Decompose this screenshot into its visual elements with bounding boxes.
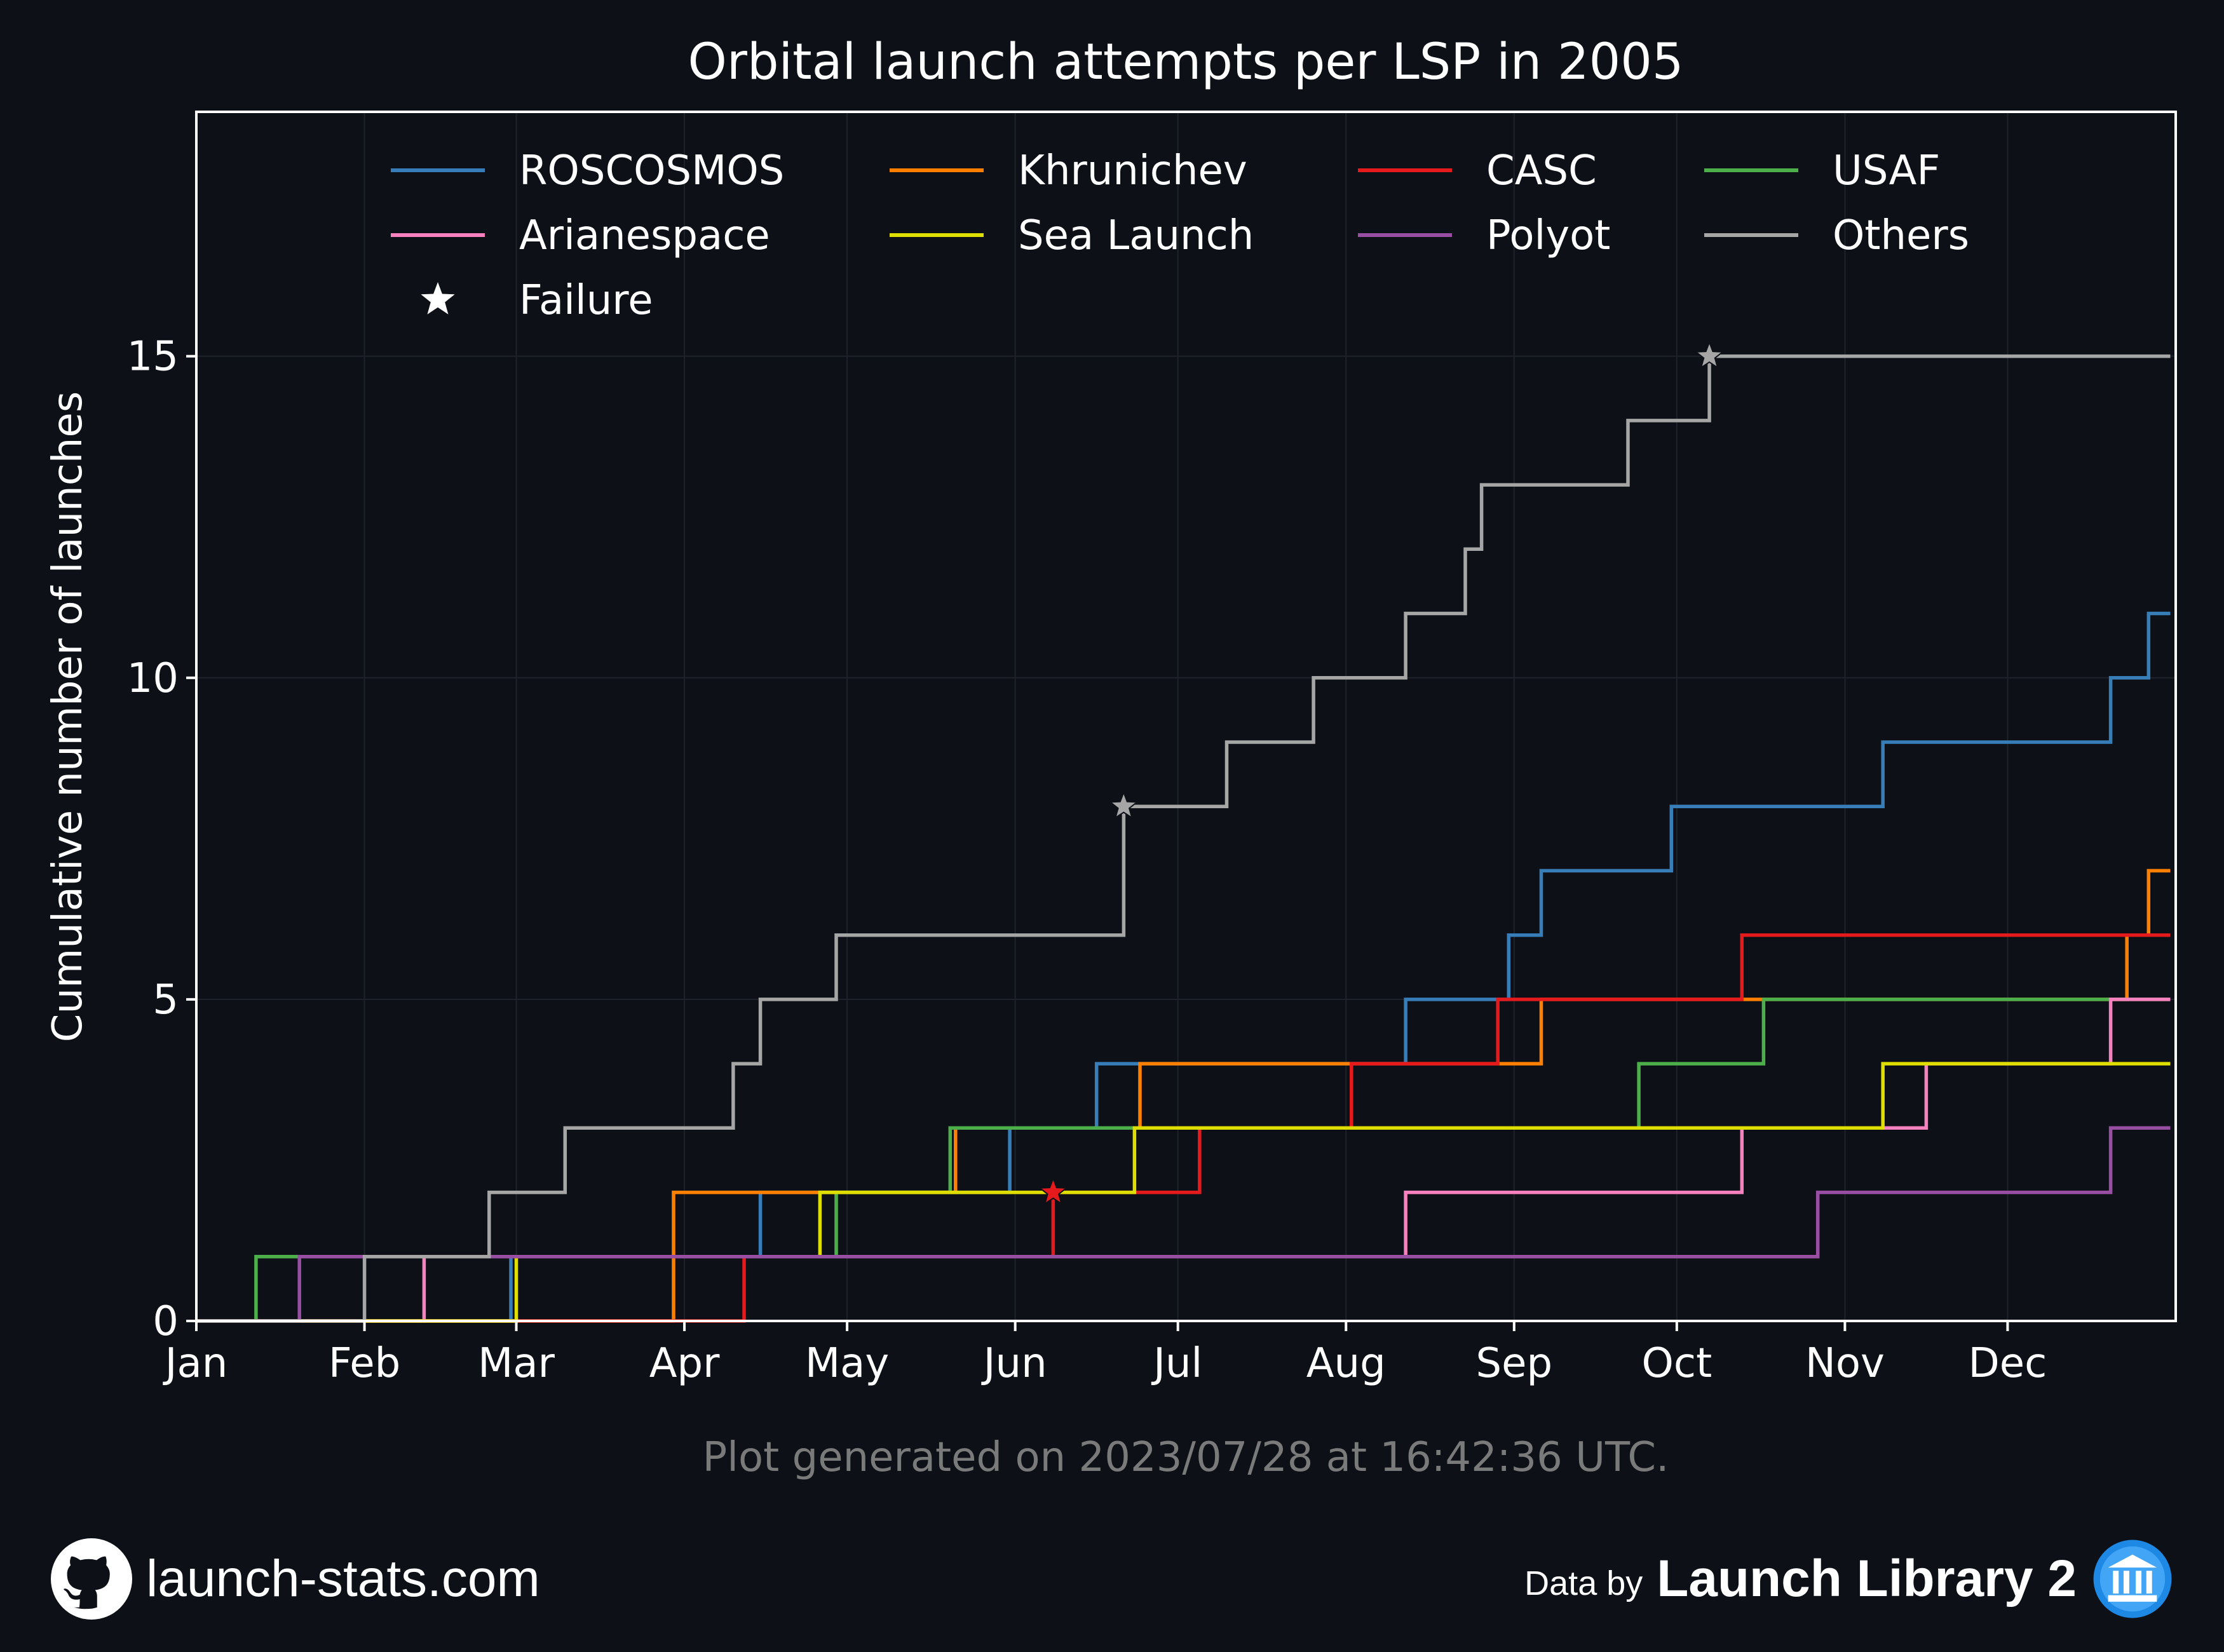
series-line-arianespace <box>196 998 2171 1323</box>
legend-failure-label: Failure <box>519 277 653 324</box>
series-line-sea-launch <box>196 1062 2171 1323</box>
x-tick-label: Jun <box>981 1340 1047 1387</box>
failure-marker <box>1038 1176 1069 1205</box>
x-tick-label: Aug <box>1306 1340 1386 1387</box>
x-tick-label: Dec <box>1969 1340 2047 1387</box>
y-axis-label: Cumulative number of launches <box>44 391 92 1042</box>
legend: ROSCOSMOS Khrunichev CASC USAF Arianespace Se… <box>391 147 1969 324</box>
legend-label: ROSCOSMOS <box>519 147 784 194</box>
x-tick-label: Oct <box>1642 1340 1712 1387</box>
grid <box>196 112 2176 1322</box>
chart-title: Orbital launch attempts per LSP in 2005 <box>688 34 1684 91</box>
x-tick-label: Jan <box>163 1340 228 1387</box>
x-tick-label: Jul <box>1151 1340 1202 1387</box>
legend-label: Arianespace <box>519 212 770 259</box>
data-source-name: Launch Library 2 <box>1657 1550 2077 1608</box>
launch-library-icon <box>2093 1540 2172 1618</box>
x-tick-label: Sep <box>1476 1340 1553 1387</box>
failure-marker <box>1108 790 1139 820</box>
github-icon <box>51 1538 132 1620</box>
footnote: Plot generated on 2023/07/28 at 16:42:36… <box>703 1434 1669 1481</box>
series-lines <box>196 354 2171 1323</box>
y-tick-label: 5 <box>153 977 179 1024</box>
legend-label: Sea Launch <box>1018 212 1254 259</box>
legend-label: Others <box>1833 212 1969 259</box>
series-line-polyot <box>196 1126 2171 1323</box>
y-tick-label: 0 <box>153 1298 179 1345</box>
y-tick-label: 10 <box>127 655 179 702</box>
failure-marker <box>1694 340 1725 369</box>
legend-label: USAF <box>1833 147 1940 194</box>
series-line-usaf <box>196 998 2171 1323</box>
data-by-label: Data by <box>1524 1564 1643 1602</box>
legend-label: Polyot <box>1486 212 1610 259</box>
legend-label: Khrunichev <box>1018 147 1247 194</box>
footer-left: launch-stats.com <box>51 1538 540 1620</box>
x-tick-label: Feb <box>329 1340 400 1387</box>
x-tick-label: Nov <box>1805 1340 1885 1387</box>
x-tick-label: Mar <box>478 1340 555 1387</box>
failure-markers <box>1038 340 1725 1205</box>
series-line-roscosmos <box>196 611 2171 1323</box>
site-link[interactable]: launch-stats.com <box>146 1550 540 1608</box>
legend-failure-icon <box>421 282 455 315</box>
x-tick-label: May <box>805 1340 889 1387</box>
axes: Jan Feb Mar Apr May Jun Jul Aug Sep Oct Nov Dec 0 5 10… <box>127 334 2047 1387</box>
x-tick-label: Apr <box>649 1340 720 1387</box>
series-line-others <box>196 354 2171 1323</box>
series-line-khrunichev <box>196 869 2171 1323</box>
legend-label: CASC <box>1486 147 1597 194</box>
y-tick-label: 15 <box>127 334 179 381</box>
plot-frame <box>195 111 2177 1322</box>
footer-right: Data by Launch Library 2 <box>1524 1538 2173 1620</box>
